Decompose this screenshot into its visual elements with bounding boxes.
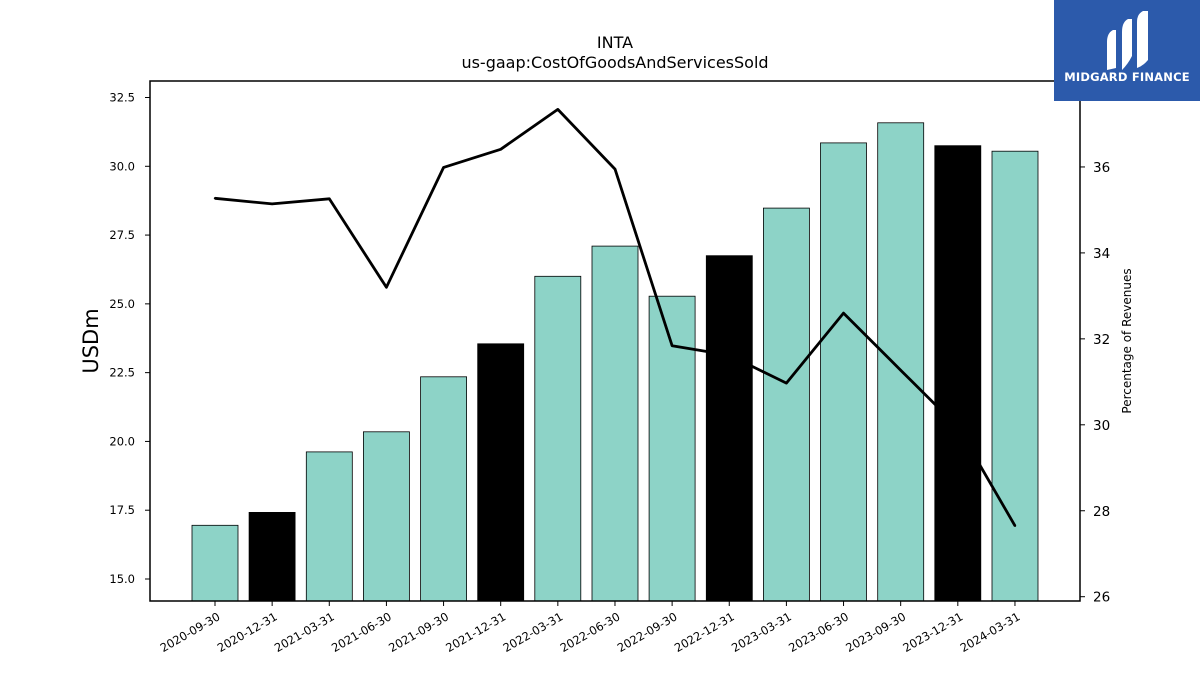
x-tick-label: 2024-03-31 [958,609,1023,655]
y2-tick-label: 26 [1093,590,1110,606]
y-tick-label: 32.5 [109,91,135,105]
y-axis-label-left: USDm [79,308,103,373]
line-point-2023-09-30 [899,369,902,372]
x-tick-label: 2022-12-31 [672,609,737,655]
line-point-2021-12-31 [499,148,502,151]
brand-logo: MIDGARD FINANCE [1054,0,1200,101]
y2-tick-label: 30 [1093,418,1110,434]
x-tick-label: 2021-12-31 [443,609,508,655]
x-tick-label: 2023-03-31 [729,609,794,655]
x-tick-label: 2021-03-31 [272,609,337,655]
y-tick-label: 22.5 [109,366,135,380]
x-tick-label: 2023-09-30 [843,609,908,655]
bar-2023-12-31 [934,145,982,602]
x-tick-label: 2021-09-30 [386,609,451,655]
x-tick-label: 2023-12-31 [900,609,965,655]
line-point-2021-06-30 [385,286,388,289]
line-point-2022-12-31 [728,354,731,357]
y2-tick-label: 36 [1093,160,1110,176]
y-tick-label: 15.0 [109,572,135,586]
line-point-2022-06-30 [613,167,617,171]
x-tick-label: 2023-06-30 [786,609,851,655]
line-point-2022-03-31 [556,108,559,111]
bar-2022-12-31 [705,255,753,602]
line-point-2024-03-31 [1013,524,1017,527]
y-axis-label-right: Percentage of Revenues [1120,268,1134,413]
brand-name: MIDGARD FINANCE [1064,70,1190,84]
y-tick-label: 17.5 [109,503,135,517]
x-tick-label: 2020-09-30 [158,609,223,655]
y-tick-label: 20.0 [109,434,135,448]
line-point-2023-03-31 [785,381,788,385]
bar-2023-06-30 [820,142,867,602]
line-point-2021-09-30 [442,166,445,169]
y2-tick-label: 28 [1093,504,1110,520]
bar-2021-12-31 [477,343,525,602]
line-point-2021-03-31 [328,197,331,200]
x-tick-label: 2022-03-31 [500,609,565,655]
bar-2021-09-30 [420,376,468,602]
bar-2020-12-31 [248,512,296,602]
line-point-2022-09-30 [670,344,674,347]
midgard-logo-icon [1107,11,1148,70]
bar-2024-03-31 [991,150,1039,602]
x-tick-label: 2022-06-30 [558,609,623,655]
bar-2023-03-31 [763,207,810,602]
chart-title: INTA [597,33,633,52]
x-tick-label: 2021-06-30 [329,609,394,655]
bar-2021-03-31 [305,451,353,602]
chart-subtitle: us-gaap:CostOfGoodsAndServicesSold [461,53,768,72]
x-tick-label: 2022-09-30 [615,609,680,655]
line-point-2023-12-31 [956,425,959,429]
bar-2023-09-30 [877,122,925,602]
y-tick-label: 30.0 [109,159,135,173]
bar-2020-09-30 [191,524,239,602]
x-tick-label: 2020-12-31 [215,609,280,655]
y2-tick-label: 32 [1093,332,1110,348]
bar-2022-06-30 [591,245,639,602]
y2-tick-label: 34 [1093,246,1110,262]
bar-2022-03-31 [534,275,582,602]
line-point-2020-12-31 [270,202,274,206]
bar-2021-06-30 [362,431,410,602]
y-tick-label: 27.5 [109,228,135,242]
line-point-2020-09-30 [213,197,217,200]
line-point-2023-06-30 [842,311,845,315]
y-tick-label: 25.0 [109,297,135,311]
